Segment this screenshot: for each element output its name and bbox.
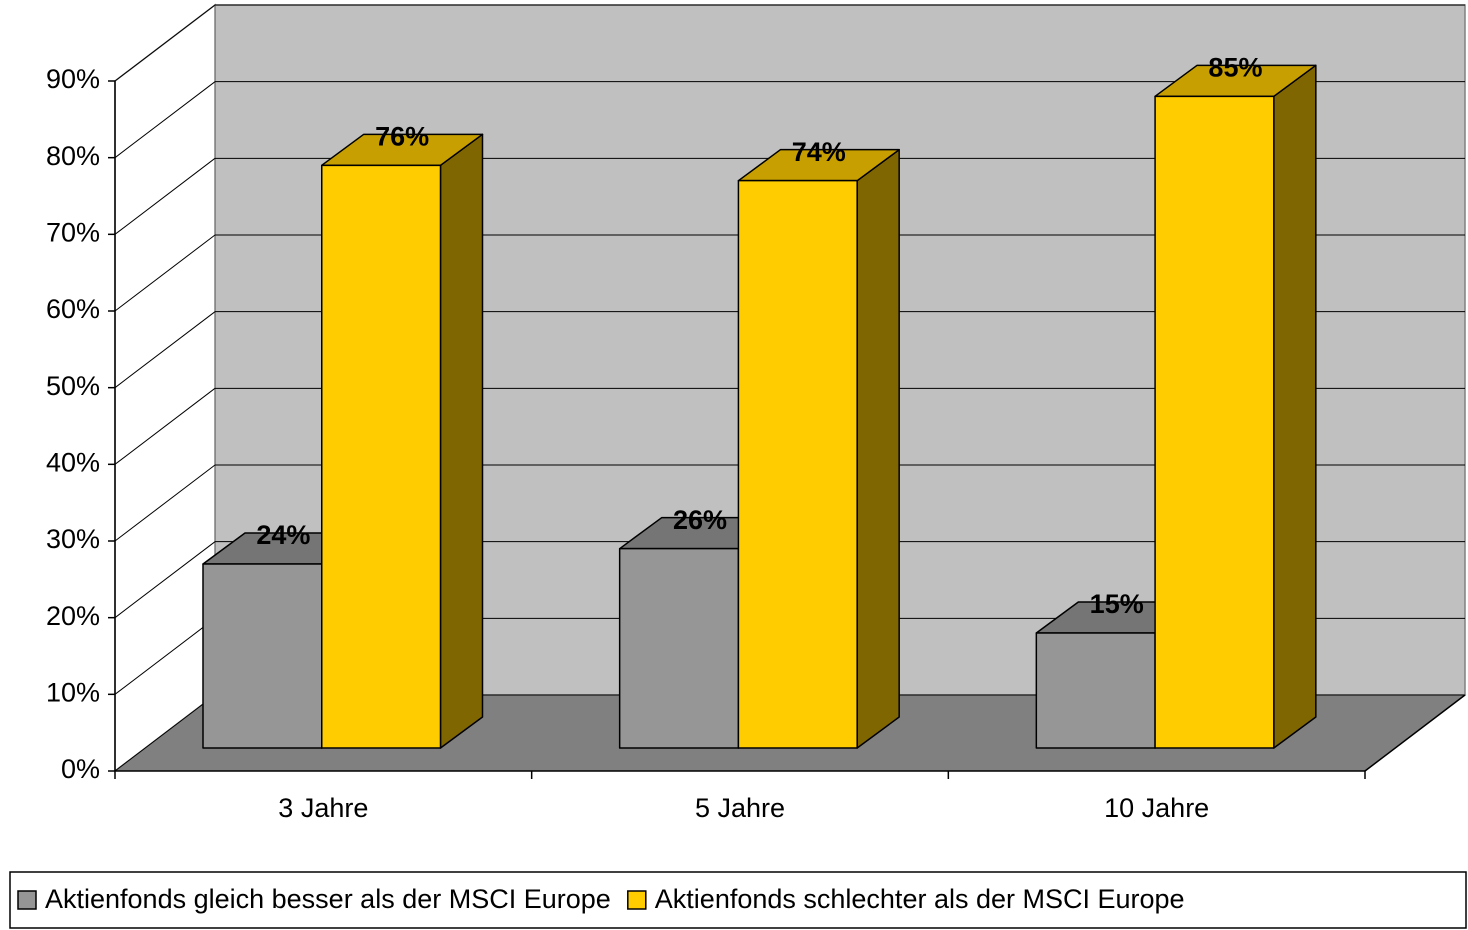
value-label: 24% — [256, 520, 310, 550]
bar-front — [202, 563, 323, 749]
y-tick-label: 40% — [46, 447, 100, 477]
grid-line — [114, 617, 216, 695]
x-tick-label: 10 Jahre — [1104, 793, 1209, 823]
value-label: 85% — [1208, 52, 1262, 82]
bar-front — [618, 547, 740, 749]
bar — [737, 148, 900, 749]
bar-side — [1273, 64, 1317, 749]
y-tick-label: 70% — [46, 217, 100, 247]
grid-line — [114, 4, 216, 82]
grid-line — [114, 81, 216, 159]
x-tick-label: 5 Jahre — [695, 793, 785, 823]
y-tick-label: 60% — [46, 294, 100, 324]
value-label: 26% — [673, 505, 727, 535]
grid-line — [114, 694, 216, 772]
bar-front — [1154, 95, 1275, 749]
y-tick-label: 50% — [46, 371, 100, 401]
bar-front — [737, 179, 858, 749]
bar-side — [856, 148, 900, 749]
legend-swatch — [17, 890, 37, 910]
legend-label: Aktienfonds gleich besser als der MSCI E… — [45, 884, 611, 914]
bar — [321, 133, 484, 749]
legend — [9, 871, 1467, 929]
y-tick-label: 90% — [46, 64, 100, 94]
legend-swatch — [627, 890, 647, 910]
grid-line — [114, 157, 216, 235]
y-tick-label: 0% — [61, 754, 100, 784]
grid-line — [114, 387, 216, 465]
bar-side — [439, 133, 484, 749]
bar-front — [321, 164, 442, 749]
bar-front — [1035, 632, 1156, 749]
y-tick-label: 10% — [46, 677, 100, 707]
grid-line — [114, 464, 216, 542]
value-label: 74% — [792, 137, 846, 167]
y-tick-label: 30% — [46, 524, 100, 554]
y-tick-label: 20% — [46, 601, 100, 631]
y-tick-label: 80% — [46, 141, 100, 171]
value-label: 76% — [375, 121, 429, 151]
grid-line — [114, 541, 216, 619]
bar — [1154, 64, 1317, 749]
value-label: 15% — [1090, 589, 1144, 619]
x-tick-label: 3 Jahre — [278, 793, 368, 823]
grid-line — [114, 311, 216, 389]
x-axis-depth — [1364, 694, 1466, 772]
legend-label: Aktienfonds schlechter als der MSCI Euro… — [655, 884, 1185, 914]
grid-line — [114, 234, 216, 312]
